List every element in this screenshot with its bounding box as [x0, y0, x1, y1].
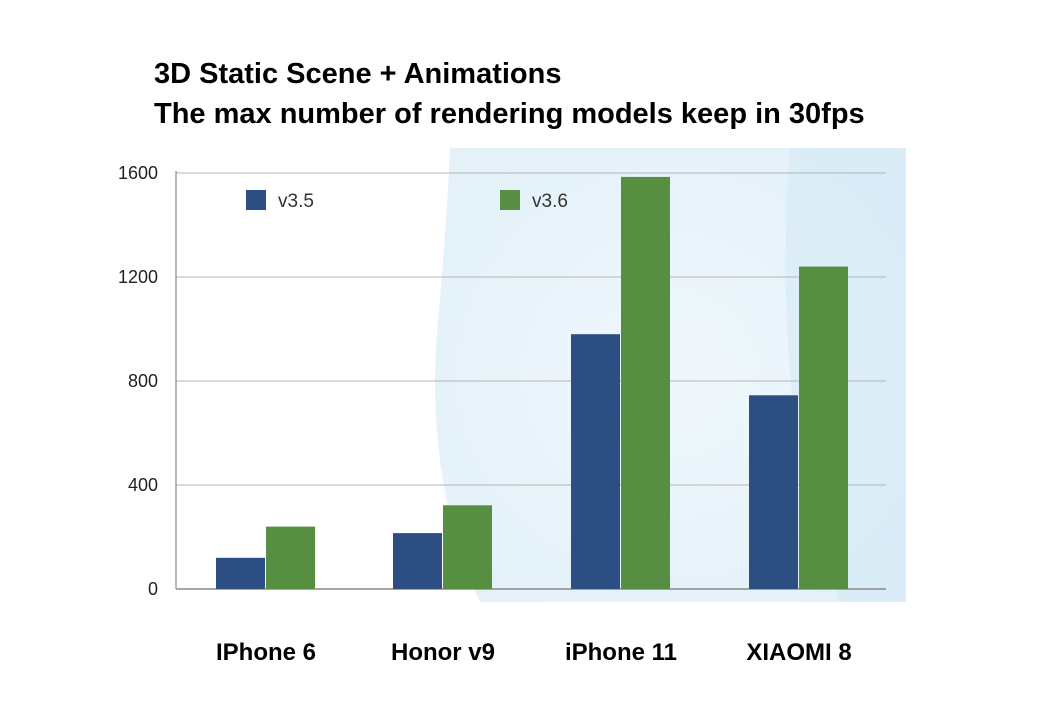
- legend-label: v3.5: [278, 191, 314, 212]
- x-axis-labels: IPhone 6 Honor v9 iPhone 11 XIAOMI 8: [216, 639, 852, 666]
- y-tick-label: 0: [148, 579, 158, 599]
- bar-v3-5-iphone-6: [216, 557, 265, 589]
- bar-v3-6-iphone-11: [621, 176, 670, 589]
- chart-title-line-1: 3D Static Scene + Animations: [154, 58, 562, 90]
- x-category-label: iPhone 11: [565, 639, 677, 666]
- chart-title-line-2: The max number of rendering models keep …: [154, 98, 865, 130]
- bars: [216, 176, 848, 589]
- legend-swatch: [500, 190, 520, 210]
- x-category-label: Honor v9: [391, 639, 495, 666]
- y-tick-label: 400: [128, 475, 158, 495]
- x-category-label: IPhone 6: [216, 639, 316, 666]
- legend: v3.5 v3.6: [246, 190, 568, 212]
- y-axis-labels: 0 400 800 1200 1600: [118, 163, 158, 599]
- y-tick-label: 1600: [118, 163, 158, 183]
- y-tick-label: 800: [128, 371, 158, 391]
- bar-v3-6-honor-v9: [443, 505, 492, 589]
- legend-label: v3.6: [532, 191, 568, 212]
- bar-v3-5-xiaomi-8: [749, 395, 798, 589]
- bar-v3-6-iphone-6: [266, 526, 315, 589]
- legend-swatch: [246, 190, 266, 210]
- y-tick-label: 1200: [118, 267, 158, 287]
- bar-v3-5-honor-v9: [393, 533, 442, 589]
- bar-v3-5-iphone-11: [571, 334, 620, 589]
- bar-v3-6-xiaomi-8: [799, 266, 848, 589]
- x-category-label: XIAOMI 8: [746, 639, 851, 666]
